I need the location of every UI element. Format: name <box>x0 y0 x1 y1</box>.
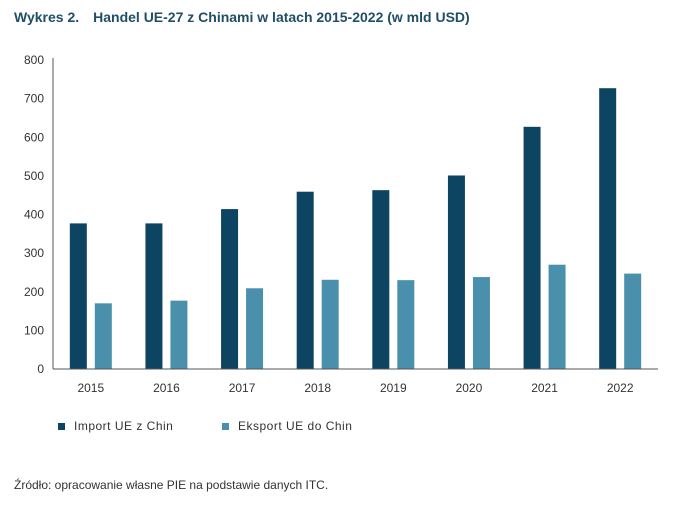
legend-item-import: Import UE z Chin <box>58 419 173 433</box>
x-tick-label: 2019 <box>380 381 407 395</box>
y-tick-label: 400 <box>24 208 44 222</box>
bar-export-2022 <box>624 273 642 369</box>
bar-export-2021 <box>548 264 566 369</box>
bar-export-2016 <box>170 300 188 369</box>
y-tick-label: 500 <box>24 169 44 183</box>
y-tick-label: 300 <box>24 246 44 260</box>
legend-item-export: Eksport UE do Chin <box>222 419 352 433</box>
x-tick-label: 2021 <box>531 381 558 395</box>
bar-import-2019 <box>372 190 390 369</box>
y-tick-label: 100 <box>24 323 44 337</box>
y-tick-label: 200 <box>24 285 44 299</box>
bar-export-2015 <box>94 303 112 369</box>
bar-import-2022 <box>599 88 617 369</box>
x-tick-label: 2018 <box>304 381 331 395</box>
chart-title: Wykres 2. Handel UE-27 z Chinami w latach… <box>14 9 470 25</box>
y-tick-label: 600 <box>24 130 44 144</box>
x-tick-label: 2017 <box>229 381 256 395</box>
chart-number: Wykres 2. <box>14 9 80 25</box>
chart-title-text: Handel UE-27 z Chinami w latach 2015-202… <box>93 9 470 25</box>
legend-swatch-import <box>58 422 65 430</box>
x-tick-label: 2015 <box>77 381 104 395</box>
bar-import-2018 <box>296 191 314 369</box>
y-tick-label: 0 <box>37 362 44 376</box>
source-note: Źródło: opracowanie własne PIE na podsta… <box>14 478 329 492</box>
bar-export-2018 <box>321 279 339 369</box>
bar-import-2021 <box>523 126 541 369</box>
bar-import-2017 <box>221 209 239 369</box>
bar-export-2020 <box>472 277 490 369</box>
bar-import-2020 <box>447 175 465 369</box>
legend-label-export: Eksport UE do Chin <box>238 419 353 433</box>
y-tick-label: 800 <box>24 53 44 67</box>
bar-import-2015 <box>69 223 87 369</box>
y-tick-label: 700 <box>24 92 44 106</box>
x-tick-label: 2016 <box>153 381 180 395</box>
legend-swatch-export <box>222 422 229 430</box>
bar-import-2016 <box>145 223 163 369</box>
y-axis: 0 100 200 300 400 500 600 700 800 <box>24 53 54 376</box>
x-axis: 2015 2016 2017 2018 2019 2020 2021 2022 <box>53 368 658 395</box>
bar-export-2019 <box>397 280 415 369</box>
bar-export-2017 <box>246 288 264 369</box>
x-tick-label: 2020 <box>456 381 483 395</box>
x-tick-label: 2022 <box>607 381 634 395</box>
legend-label-import: Import UE z Chin <box>74 419 174 433</box>
bars <box>69 88 642 369</box>
